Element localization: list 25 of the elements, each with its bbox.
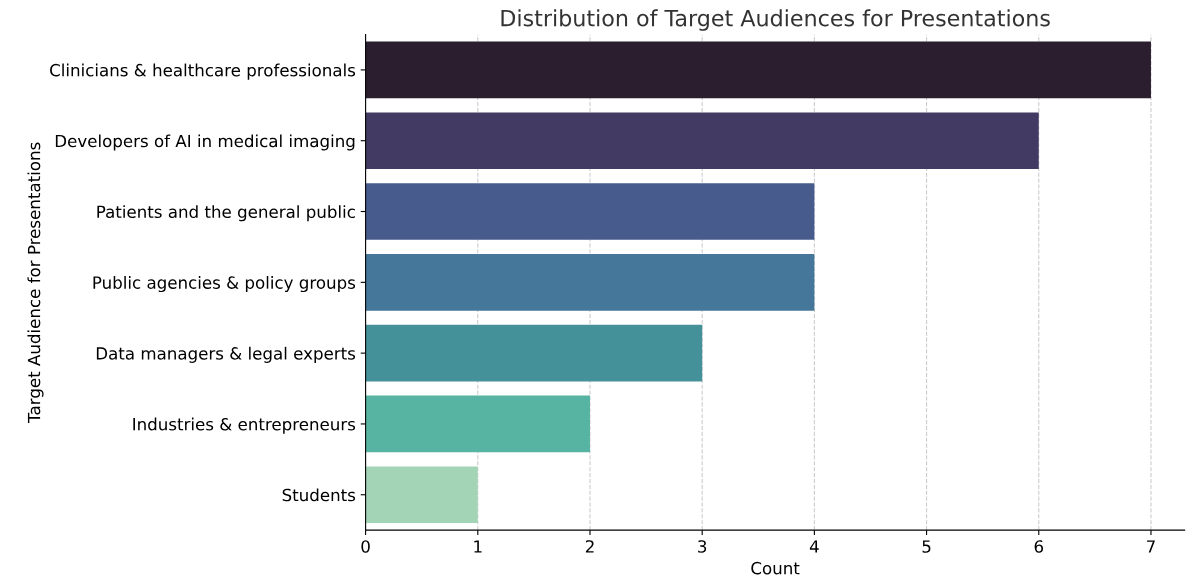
bar bbox=[365, 112, 1039, 170]
x-tick-label: 1 bbox=[474, 540, 482, 553]
y-tick-label: Public agencies & policy groups bbox=[93, 275, 356, 293]
y-tick-label: Data managers & legal experts bbox=[96, 346, 356, 363]
x-tick-label: 4 bbox=[809, 540, 819, 553]
x-tick-label: 3 bbox=[698, 540, 707, 553]
x-tick-label: 0 bbox=[361, 540, 370, 553]
x-tick-label: 6 bbox=[1034, 540, 1044, 553]
x-tick-label: 7 bbox=[1147, 540, 1155, 553]
y-tick-label: Clinicians & healthcare professionals bbox=[50, 63, 356, 80]
y-axis-title: Target Audience for Presentations bbox=[27, 142, 44, 423]
x-tick-label: 5 bbox=[922, 540, 931, 553]
y-tick-label: Students bbox=[282, 488, 356, 502]
y-tick-label: Patients and the general public bbox=[97, 205, 355, 222]
x-axis-title: Count bbox=[751, 561, 800, 575]
y-tick-label: Developers of AI in medical imaging bbox=[55, 134, 355, 151]
bar bbox=[365, 41, 1151, 99]
bar bbox=[365, 183, 815, 240]
bar bbox=[365, 395, 590, 453]
y-tick-label: Industries & entrepreneurs bbox=[133, 417, 356, 434]
bar bbox=[365, 254, 815, 311]
x-tick-label: 2 bbox=[585, 540, 594, 553]
chart-title: Distribution of Target Audiences for Presentations bbox=[501, 9, 1050, 31]
bar bbox=[365, 324, 703, 382]
bar bbox=[365, 466, 478, 524]
